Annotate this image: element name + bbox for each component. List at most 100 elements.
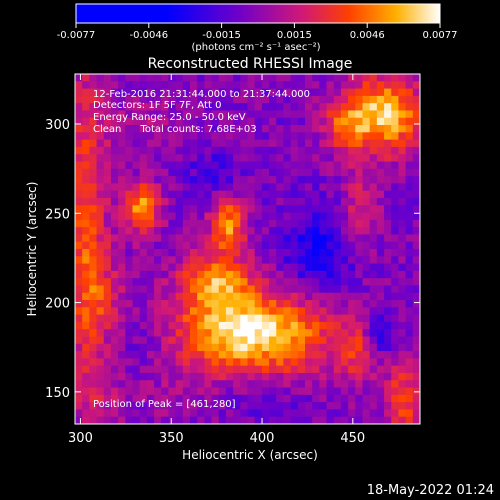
- heatmap-cell: [312, 256, 320, 264]
- heatmap-cell: [182, 212, 191, 221]
- heatmap-cell: [182, 117, 191, 126]
- heatmap-cell: [412, 314, 421, 323]
- heatmap-cell: [190, 300, 198, 308]
- heatmap-cell: [319, 81, 327, 89]
- heatmap-cell: [211, 81, 220, 89]
- heatmap-cell: [89, 278, 97, 286]
- heatmap-cell: [355, 321, 363, 330]
- heatmap-cell: [233, 197, 241, 206]
- heatmap-cell: [75, 197, 83, 206]
- heatmap-cell: [290, 329, 299, 337]
- heatmap-cell: [405, 146, 414, 155]
- heatmap-cell: [297, 154, 306, 162]
- heatmap-cell: [96, 394, 105, 403]
- heatmap-cell: [89, 402, 97, 410]
- heatmap-cell: [103, 161, 112, 170]
- heatmap-cell: [139, 402, 148, 410]
- heatmap-cell: [82, 307, 90, 316]
- heatmap-cell: [118, 74, 126, 82]
- heatmap-cell: [89, 336, 97, 345]
- heatmap-cell: [225, 394, 234, 403]
- heatmap-cell: [247, 314, 256, 323]
- heatmap-cell: [319, 205, 327, 213]
- heatmap-cell: [103, 241, 112, 250]
- heatmap-cell: [82, 227, 90, 235]
- heatmap-cell: [261, 270, 270, 279]
- heatmap-cell: [103, 219, 112, 228]
- heatmap-cell: [333, 358, 342, 367]
- heatmap-cell: [154, 205, 162, 213]
- heatmap-cell: [319, 183, 327, 192]
- heatmap-cell: [211, 88, 220, 97]
- heatmap-cell: [175, 190, 184, 199]
- heatmap-cell: [384, 183, 392, 192]
- heatmap-cell: [297, 329, 306, 337]
- heatmap-cell: [233, 329, 241, 337]
- heatmap-cell: [96, 117, 105, 126]
- heatmap-cell: [283, 219, 292, 228]
- heatmap-cell: [161, 197, 169, 206]
- heatmap-cell: [161, 300, 169, 308]
- heatmap-cell: [398, 95, 407, 104]
- heatmap-cell: [161, 81, 169, 89]
- heatmap-cell: [118, 270, 126, 279]
- heatmap-cell: [225, 256, 234, 264]
- heatmap-cell: [362, 81, 371, 89]
- heatmap-cell: [254, 285, 263, 294]
- heatmap-cell: [204, 314, 212, 323]
- heatmap-cell: [319, 394, 327, 403]
- heatmap-cell: [168, 190, 177, 199]
- heatmap-cell: [405, 95, 414, 104]
- heatmap-cell: [269, 351, 277, 359]
- heatmap-cell: [82, 249, 90, 257]
- heatmap-cell: [391, 139, 399, 148]
- heatmap-cell: [261, 74, 270, 82]
- heatmap-cell: [233, 219, 241, 228]
- heatmap-cell: [362, 270, 371, 279]
- heatmap-cell: [412, 409, 421, 418]
- heatmap-cell: [333, 197, 342, 206]
- heatmap-cell: [283, 300, 292, 308]
- heatmap-cell: [384, 168, 392, 177]
- heatmap-cell: [290, 365, 299, 374]
- heatmap-cell: [146, 176, 155, 184]
- heatmap-cell: [283, 81, 292, 89]
- heatmap-cell: [197, 394, 205, 403]
- heatmap-cell: [405, 74, 414, 82]
- heatmap-cell: [125, 176, 133, 184]
- heatmap-cell: [190, 168, 198, 177]
- heatmap-cell: [168, 197, 177, 206]
- heatmap-cell: [261, 372, 270, 381]
- heatmap-cell: [125, 409, 133, 418]
- heatmap-cell: [132, 358, 141, 367]
- heatmap-cell: [355, 329, 363, 337]
- heatmap-cell: [319, 249, 327, 257]
- heatmap-cell: [161, 351, 169, 359]
- heatmap-cell: [96, 88, 105, 97]
- heatmap-cell: [340, 249, 349, 257]
- heatmap-cell: [312, 146, 320, 155]
- heatmap-cell: [139, 300, 148, 308]
- heatmap-cell: [376, 292, 385, 301]
- heatmap-cell: [190, 197, 198, 206]
- heatmap-cell: [333, 256, 342, 264]
- heatmap-cell: [290, 249, 299, 257]
- heatmap-cell: [276, 95, 284, 104]
- heatmap-cell: [326, 197, 335, 206]
- heatmap-cell: [319, 74, 327, 82]
- heatmap-cell: [247, 241, 256, 250]
- heatmap-cell: [269, 74, 277, 82]
- heatmap-cell: [290, 394, 299, 403]
- heatmap-cell: [161, 307, 169, 316]
- heatmap-cell: [362, 183, 371, 192]
- heatmap-cell: [283, 212, 292, 221]
- heatmap-cell: [204, 168, 212, 177]
- heatmap-cell: [312, 88, 320, 97]
- heatmap-cell: [348, 365, 356, 374]
- heatmap-cell: [168, 307, 177, 316]
- heatmap-cell: [146, 183, 155, 192]
- heatmap-cell: [204, 219, 212, 228]
- heatmap-cell: [326, 241, 335, 250]
- heatmap-cell: [333, 154, 342, 162]
- heatmap-cell: [211, 212, 220, 221]
